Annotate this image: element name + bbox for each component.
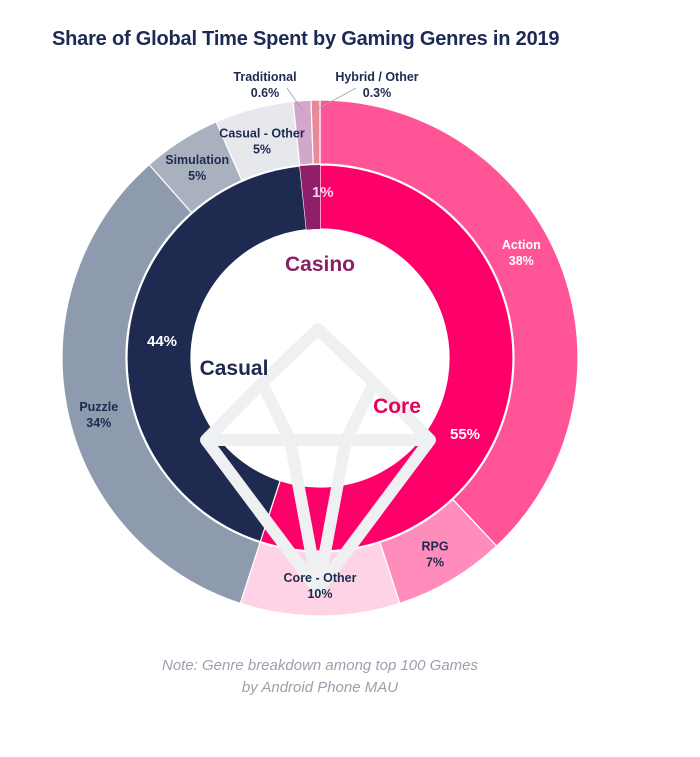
category-label-casual: Casual (200, 357, 269, 380)
outer-slice-hybrid-other (310, 99, 321, 165)
outer-label-hybrid-other: Hybrid / Other (335, 70, 418, 84)
outer-label-traditional: Traditional (233, 70, 296, 84)
outer-value-action: 38% (509, 254, 534, 268)
outer-label-casual-other: Casual - Other (219, 127, 305, 141)
chart-title: Share of Global Time Spent by Gaming Gen… (52, 28, 560, 50)
outer-slice-puzzle (61, 163, 261, 605)
note-line-1: Note: Genre breakdown among top 100 Game… (161, 657, 479, 674)
outer-label-puzzle: Puzzle (79, 400, 118, 414)
outer-value-traditional: 0.6% (251, 86, 280, 100)
outer-value-hybrid-other: 0.3% (363, 86, 392, 100)
inner-value-casual: 44% (147, 333, 177, 350)
leader-lines (286, 87, 357, 111)
diamond-gem-icon (200, 323, 436, 596)
inner-slice-casual (126, 165, 308, 543)
category-label-casino: Casino (285, 253, 355, 276)
inner-value-core: 55% (450, 426, 480, 443)
leader-line-traditional (286, 87, 304, 111)
inner-ring (126, 164, 514, 552)
outer-value-casual-other: 5% (253, 143, 271, 157)
outer-label-action: Action (502, 238, 541, 252)
inner-slice-casino (299, 165, 320, 230)
note-line-2: by Android Phone MAU (241, 679, 399, 696)
outer-label-core-other: Core - Other (284, 571, 357, 585)
outer-label-simulation: Simulation (165, 153, 229, 167)
leader-line-hybrid-other (315, 87, 357, 111)
chart-note: Note: Genre breakdown among top 100 Game… (0, 655, 640, 699)
category-label-core: Core (373, 395, 421, 418)
outer-slice-action (319, 99, 579, 547)
outer-value-core-other: 10% (307, 587, 332, 601)
outer-value-puzzle: 34% (86, 416, 111, 430)
outer-label-rpg: RPG (421, 540, 448, 554)
outer-value-rpg: 7% (426, 556, 444, 570)
inner-value-casino: 1% (312, 184, 334, 201)
outer-value-simulation: 5% (188, 169, 206, 183)
